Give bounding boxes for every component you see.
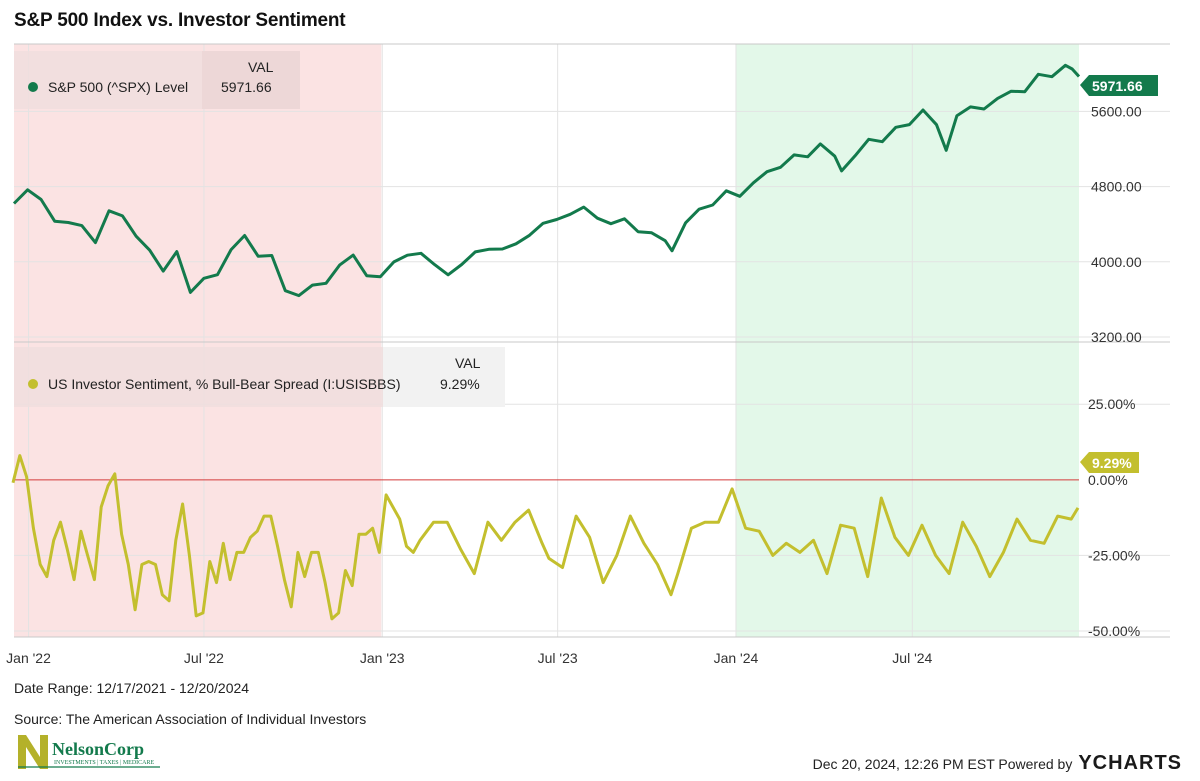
ycharts-logo: YCHARTS xyxy=(1078,752,1182,774)
vertical-grid xyxy=(28,44,913,637)
nelsoncorp-logo: NelsonCorp INVESTMENTS | TAXES | MEDICAR… xyxy=(18,735,160,769)
x-tick-label: Jul '22 xyxy=(184,650,224,666)
sentiment-value-flag: 9.29% xyxy=(1080,452,1139,473)
sentiment-flag-label: 9.29% xyxy=(1092,455,1132,471)
x-tick-label: Jan '24 xyxy=(714,650,759,666)
sentiment-series-line xyxy=(11,454,1080,621)
top-panel-grid xyxy=(14,110,1170,338)
spx-legend-value: 5971.66 xyxy=(221,79,272,95)
sentiment-legend-header: VAL xyxy=(455,355,481,371)
chart-title: S&P 500 Index vs. Investor Sentiment xyxy=(14,10,346,31)
bull-market-shade xyxy=(735,44,1079,637)
x-tick-label: Jan '22 xyxy=(6,650,51,666)
x-tick-label: Jul '23 xyxy=(538,650,578,666)
source-text: Source: The American Association of Indi… xyxy=(14,711,367,727)
y-tick-label: 4800.00 xyxy=(1091,179,1142,195)
y-tick-label: 5600.00 xyxy=(1091,103,1142,119)
date-range-text: Date Range: 12/17/2021 - 12/20/2024 xyxy=(14,680,250,696)
x-ticks: Jan '22 Jul '22 Jan '23 Jul '23 Jan '24 Jul '… xyxy=(6,650,932,666)
y-tick-label: -50.00% xyxy=(1088,623,1140,639)
logo-tagline: INVESTMENTS | TAXES | MEDICARE xyxy=(54,760,154,766)
powered-by: Dec 20, 2024, 12:26 PM EST Powered by YC… xyxy=(813,752,1182,775)
bottom-y-ticks: -50.00% -25.00% 0.00% 25.00% xyxy=(1088,396,1140,639)
spx-series-line xyxy=(12,63,1081,298)
y-tick-label: -25.00% xyxy=(1088,547,1140,563)
spx-legend: VAL S&P 500 (^SPX) Level 5971.66 xyxy=(14,51,300,109)
spx-flag-label: 5971.66 xyxy=(1092,78,1143,94)
y-tick-label: 3200.00 xyxy=(1091,329,1142,345)
spx-legend-header: VAL xyxy=(248,59,274,75)
timestamp-text: Dec 20, 2024, 12:26 PM EST Powered by xyxy=(812,755,1073,772)
sentiment-legend: VAL US Investor Sentiment, % Bull-Bear S… xyxy=(14,347,505,407)
x-tick-label: Jul '24 xyxy=(892,650,932,666)
logo-name: NelsonCorp xyxy=(52,739,144,759)
sentiment-legend-value: 9.29% xyxy=(440,376,480,392)
y-tick-label: 25.00% xyxy=(1088,396,1135,412)
sentiment-legend-name: US Investor Sentiment, % Bull-Bear Sprea… xyxy=(48,376,400,392)
spx-legend-dot xyxy=(28,82,38,92)
bear-market-shade xyxy=(14,44,382,637)
x-tick-label: Jan '23 xyxy=(360,650,405,666)
top-y-ticks: 3200.00 4000.00 4800.00 5600.00 xyxy=(1091,103,1142,345)
spx-legend-name: S&P 500 (^SPX) Level xyxy=(48,79,188,95)
y-tick-label: 4000.00 xyxy=(1091,254,1142,270)
y-tick-label: 0.00% xyxy=(1088,472,1128,488)
sentiment-legend-dot xyxy=(28,379,38,389)
spx-value-flag: 5971.66 xyxy=(1080,75,1158,96)
